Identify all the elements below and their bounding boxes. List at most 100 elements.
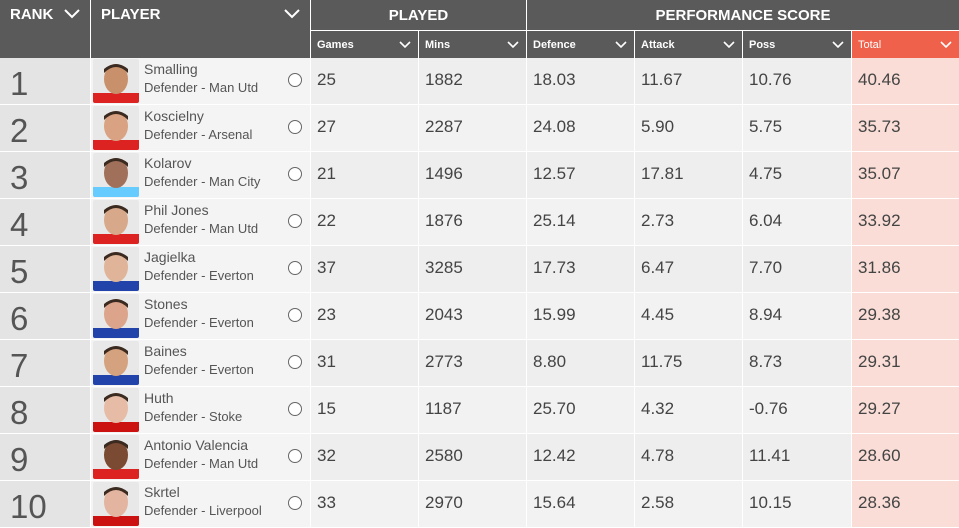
rank-number: 9 (10, 441, 29, 478)
rank-cell: 6 (0, 293, 90, 339)
defence-cell: 25.70 (527, 387, 634, 433)
rank-cell: 2 (0, 105, 90, 151)
player-role: Defender - Everton (144, 362, 254, 377)
table-row[interactable]: 5 Jagielka Defender - Everton 37 3285 17… (0, 246, 959, 293)
total-value: 29.27 (858, 399, 901, 418)
chevron-down-icon[interactable] (615, 41, 627, 49)
attack-cell: 2.58 (635, 481, 742, 527)
total-value: 35.07 (858, 164, 901, 183)
header-divider (311, 30, 959, 31)
select-radio[interactable] (288, 261, 302, 275)
rank-cell: 10 (0, 481, 90, 527)
rank-number: 1 (10, 65, 29, 102)
total-cell: 28.60 (852, 434, 959, 480)
table-row[interactable]: 1 Smalling Defender - Man Utd 25 1882 18… (0, 58, 959, 105)
total-value: 28.36 (858, 493, 901, 512)
attack-value: 11.67 (641, 70, 683, 89)
player-cell: Antonio Valencia Defender - Man Utd (91, 434, 310, 480)
player-cell: Smalling Defender - Man Utd (91, 58, 310, 104)
player-cell: Skrtel Defender - Liverpool (91, 481, 310, 527)
header-defence[interactable]: Defence (527, 31, 634, 58)
select-radio[interactable] (288, 167, 302, 181)
games-value: 33 (317, 493, 336, 512)
poss-cell: 7.70 (743, 246, 851, 292)
poss-value: 6.04 (749, 211, 783, 230)
player-name: Jagielka (144, 249, 196, 265)
player-name: Huth (144, 390, 174, 406)
attack-cell: 11.67 (635, 58, 742, 104)
mins-value: 1882 (425, 70, 463, 89)
player-name: Smalling (144, 61, 198, 77)
table-body: 1 Smalling Defender - Man Utd 25 1882 18… (0, 58, 959, 528)
table-row[interactable]: 8 Huth Defender - Stoke 15 1187 25.70 4.… (0, 387, 959, 434)
select-radio[interactable] (288, 449, 302, 463)
total-cell: 31.86 (852, 246, 959, 292)
poss-value: 11.41 (749, 446, 791, 465)
defence-cell: 12.42 (527, 434, 634, 480)
select-radio[interactable] (288, 496, 302, 510)
poss-value: 10.76 (749, 70, 792, 89)
games-value: 15 (317, 399, 336, 418)
chevron-down-icon[interactable] (723, 41, 735, 49)
defence-value: 17.73 (533, 258, 576, 277)
player-avatar (93, 106, 139, 150)
header-poss[interactable]: Poss (743, 31, 851, 58)
poss-cell: 4.75 (743, 152, 851, 198)
attack-value: 17.81 (641, 164, 684, 183)
chevron-down-icon[interactable] (940, 41, 952, 49)
attack-cell: 5.90 (635, 105, 742, 151)
chevron-down-icon[interactable] (832, 41, 844, 49)
chevron-down-icon[interactable] (507, 41, 519, 49)
player-cell: Kolarov Defender - Man City (91, 152, 310, 198)
total-value: 29.31 (858, 352, 901, 371)
total-cell: 35.07 (852, 152, 959, 198)
table-row[interactable]: 7 Baines Defender - Everton 31 2773 8.80… (0, 340, 959, 387)
player-avatar (93, 153, 139, 197)
select-radio[interactable] (288, 120, 302, 134)
header-rank[interactable]: RANK (0, 0, 90, 58)
attack-cell: 11.75 (635, 340, 742, 386)
total-value: 29.38 (858, 305, 901, 324)
games-value: 31 (317, 352, 336, 371)
select-radio[interactable] (288, 73, 302, 87)
mins-value: 2970 (425, 493, 463, 512)
rank-cell: 7 (0, 340, 90, 386)
mins-cell: 2043 (419, 293, 526, 339)
mins-cell: 3285 (419, 246, 526, 292)
table-row[interactable]: 10 Skrtel Defender - Liverpool 33 2970 1… (0, 481, 959, 528)
chevron-down-icon[interactable] (399, 41, 411, 49)
total-cell: 40.46 (852, 58, 959, 104)
select-radio[interactable] (288, 214, 302, 228)
mins-value: 3285 (425, 258, 463, 277)
rank-cell: 8 (0, 387, 90, 433)
attack-value: 4.32 (641, 399, 675, 418)
attack-value: 5.90 (641, 117, 675, 136)
player-name: Baines (144, 343, 187, 359)
header-attack[interactable]: Attack (635, 31, 742, 58)
header-player[interactable]: PLAYER (91, 0, 310, 58)
chevron-down-icon[interactable] (64, 9, 80, 19)
header-performance-score: PERFORMANCE SCORE (527, 0, 959, 31)
table-row[interactable]: 2 Koscielny Defender - Arsenal 27 2287 2… (0, 105, 959, 152)
chevron-down-icon[interactable] (284, 9, 300, 19)
attack-cell: 2.73 (635, 199, 742, 245)
games-value: 25 (317, 70, 336, 89)
select-radio[interactable] (288, 402, 302, 416)
header-games[interactable]: Games (311, 31, 418, 58)
header-mins[interactable]: Mins (419, 31, 526, 58)
header-divider (310, 0, 311, 58)
player-avatar (93, 59, 139, 103)
select-radio[interactable] (288, 308, 302, 322)
table-row[interactable]: 6 Stones Defender - Everton 23 2043 15.9… (0, 293, 959, 340)
mins-value: 2043 (425, 305, 463, 324)
poss-value: 4.75 (749, 164, 783, 183)
defence-cell: 15.99 (527, 293, 634, 339)
select-radio[interactable] (288, 355, 302, 369)
table-row[interactable]: 9 Antonio Valencia Defender - Man Utd 32… (0, 434, 959, 481)
header-total[interactable]: Total (852, 31, 959, 58)
table-row[interactable]: 4 Phil Jones Defender - Man Utd 22 1876 … (0, 199, 959, 246)
player-avatar (93, 341, 139, 385)
header-divider (418, 31, 419, 58)
player-name: Stones (144, 296, 188, 312)
table-row[interactable]: 3 Kolarov Defender - Man City 21 1496 12… (0, 152, 959, 199)
